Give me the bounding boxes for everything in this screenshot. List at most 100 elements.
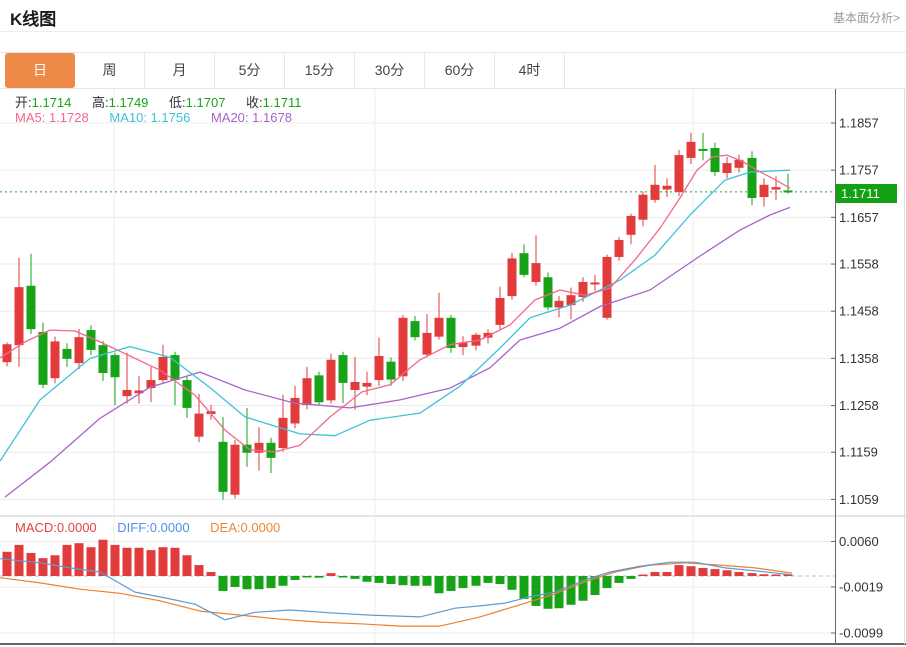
ma10-value: 1.1756 xyxy=(150,110,191,125)
macd-bar xyxy=(326,573,336,576)
tab-15min[interactable]: 15分 xyxy=(285,53,355,88)
candle-body xyxy=(710,148,720,173)
macd-bar xyxy=(458,576,468,589)
macd-bar xyxy=(686,566,696,576)
candle-body xyxy=(626,215,636,235)
candle-body xyxy=(182,380,192,408)
close-value: 1.1711 xyxy=(262,95,302,110)
macd-bar xyxy=(302,576,312,578)
axis-label: -0.0099 xyxy=(839,625,883,640)
current-price-tag: 1.1711 xyxy=(836,184,897,203)
macd-bar xyxy=(614,576,624,583)
macd-bar xyxy=(386,576,396,585)
high-label: 高: xyxy=(92,95,109,110)
axis-label: 0.0060 xyxy=(839,534,879,549)
candle-body xyxy=(602,256,612,318)
candle-body xyxy=(686,141,696,158)
macd-bar xyxy=(578,576,588,601)
macd-bar xyxy=(771,574,781,576)
macd-bar xyxy=(674,565,684,576)
macd-bar xyxy=(38,558,48,576)
tab-day[interactable]: 日 xyxy=(5,53,75,88)
macd-bar xyxy=(531,576,541,606)
ma20-line xyxy=(4,206,791,498)
fundamental-analysis-link[interactable]: 基本面分析> xyxy=(832,11,900,25)
macd-bar xyxy=(434,576,444,594)
candle-body xyxy=(218,441,228,492)
macd-bar xyxy=(759,574,769,576)
candle-body xyxy=(26,285,36,330)
candle-body xyxy=(638,194,648,220)
candle-body xyxy=(242,444,252,453)
macd-bar xyxy=(446,576,456,591)
axis-label: 1.1558 xyxy=(839,257,879,272)
candle-body xyxy=(158,356,168,381)
macd-bar xyxy=(218,576,228,591)
macd-bar xyxy=(662,571,672,576)
candle-body xyxy=(146,380,156,389)
candle-body xyxy=(590,282,600,285)
candle-body xyxy=(650,184,660,200)
macd-bar xyxy=(278,576,288,586)
axis-label: 1.1258 xyxy=(839,398,879,413)
dea-value: 0.0000 xyxy=(240,520,281,535)
candle-body xyxy=(771,187,781,190)
candle-body xyxy=(50,341,60,379)
candle-body xyxy=(566,295,576,306)
high-value: 1.1749 xyxy=(108,95,149,110)
macd-bar xyxy=(471,576,481,586)
diff-label: DIFF: xyxy=(117,520,150,535)
macd-bar xyxy=(206,571,216,576)
ma-legend: MA5: 1.1728 MA10: 1.1756 MA20: 1.1678 xyxy=(15,110,309,125)
macd-bar xyxy=(98,539,108,576)
close-label: 收: xyxy=(246,95,263,110)
macd-bar xyxy=(566,576,576,605)
axis-label: 1.1857 xyxy=(839,116,879,131)
macd-bar xyxy=(110,544,120,576)
macd-bar xyxy=(747,573,757,576)
candle-body xyxy=(374,356,384,381)
tab-month[interactable]: 月 xyxy=(145,53,215,88)
candle-body xyxy=(362,382,372,387)
tab-week[interactable]: 周 xyxy=(75,53,145,88)
candle-body xyxy=(783,190,793,193)
titlebar: K线图 基本面分析> xyxy=(0,0,906,31)
macd-legend: MACD:0.0000 DIFF:0.0000 DEA:0.0000 xyxy=(15,520,297,535)
candle-body xyxy=(98,345,108,374)
macd-bar xyxy=(134,547,144,576)
tab-4hour[interactable]: 4时 xyxy=(495,53,565,88)
macd-bar xyxy=(122,547,132,576)
candle-body xyxy=(747,157,757,199)
candle-body xyxy=(110,355,120,378)
macd-bar xyxy=(254,576,264,590)
diff-value: 0.0000 xyxy=(149,520,190,535)
macd-bar xyxy=(495,576,505,585)
macd-bar xyxy=(519,576,529,600)
ma5-value: 1.1728 xyxy=(48,110,89,125)
macd-bar xyxy=(290,576,300,581)
candle-body xyxy=(290,398,300,424)
candle-body xyxy=(398,317,408,377)
candle-body xyxy=(338,355,348,383)
candle-body xyxy=(278,417,288,449)
tab-60min[interactable]: 60分 xyxy=(425,53,495,88)
dea-label: DEA: xyxy=(210,520,241,535)
candle-body xyxy=(122,389,132,397)
macd-bar xyxy=(398,576,408,586)
candle-body xyxy=(722,163,732,174)
tab-5min[interactable]: 5分 xyxy=(215,53,285,88)
candle-body xyxy=(326,359,336,401)
macd-bar xyxy=(483,576,493,583)
dea-line xyxy=(0,562,793,627)
candle-body xyxy=(410,321,420,338)
axis-label: 1.1059 xyxy=(839,492,879,507)
macd-bar xyxy=(158,547,168,576)
macd-bar xyxy=(74,543,84,576)
tab-30min[interactable]: 30分 xyxy=(355,53,425,88)
macd-bar xyxy=(146,550,156,576)
macd-bar xyxy=(350,576,360,579)
macd-bar xyxy=(338,576,348,578)
candle-body xyxy=(554,300,564,308)
